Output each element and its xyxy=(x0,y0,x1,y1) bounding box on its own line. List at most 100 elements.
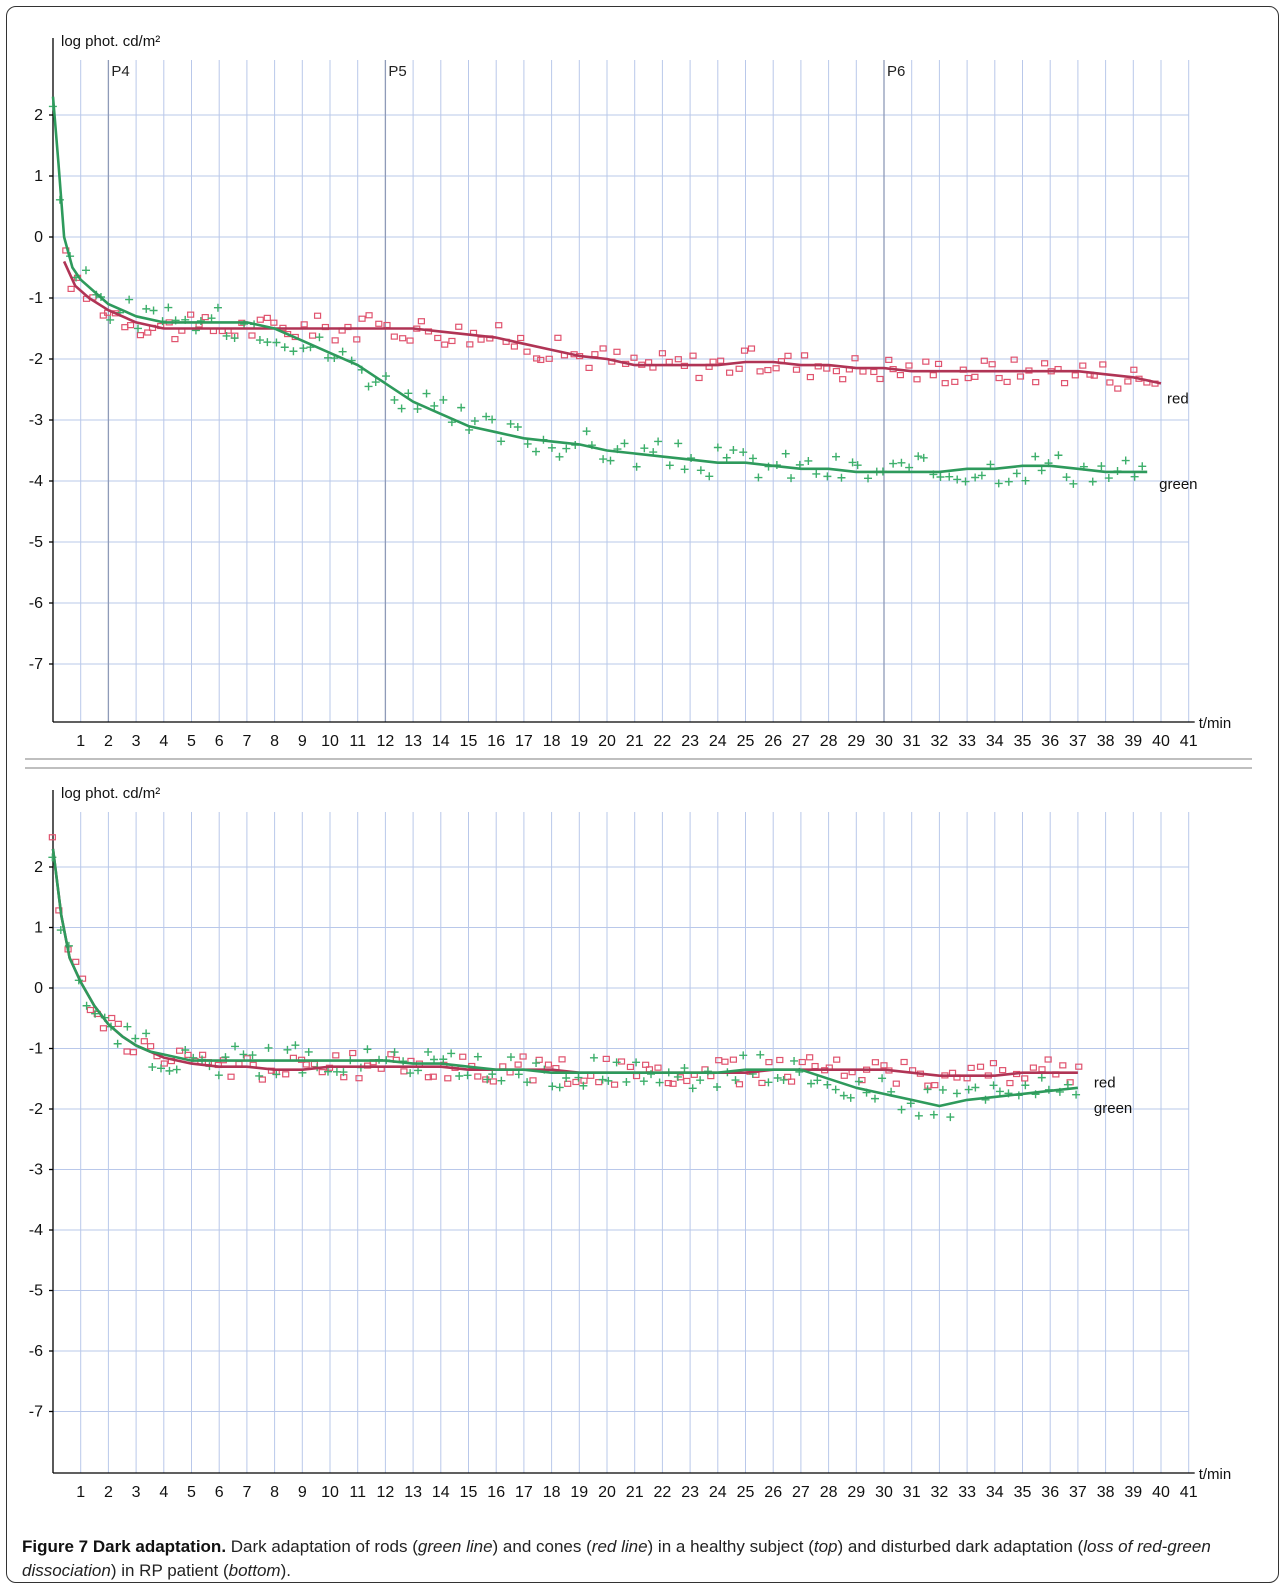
red-data-point xyxy=(735,365,743,372)
green-data-point xyxy=(562,444,571,453)
green-data-point xyxy=(739,1051,748,1060)
y-axis-label: log phot. cd/m² xyxy=(61,785,160,802)
red-data-point xyxy=(1003,378,1011,386)
x-tick-label: 25 xyxy=(737,733,755,750)
red-series-line xyxy=(62,260,1162,385)
green-data-point xyxy=(165,1066,174,1075)
x-tick-label: 18 xyxy=(543,733,561,750)
red-data-point xyxy=(798,1058,806,1066)
x-tick-label: 12 xyxy=(377,1484,395,1501)
x-tick-label: 20 xyxy=(598,1484,616,1501)
green-data-point xyxy=(1138,462,1147,471)
x-tick-label: 30 xyxy=(875,1484,893,1501)
green-data-point xyxy=(523,1078,532,1087)
red-data-point xyxy=(1044,1056,1052,1063)
y-tick-label: 1 xyxy=(34,920,43,937)
red-data-point xyxy=(988,361,996,368)
y-axis-label: log phot. cd/m² xyxy=(61,33,160,50)
red-data-point xyxy=(365,312,373,319)
red-data-point xyxy=(885,356,893,363)
y-tick-label: -2 xyxy=(29,1101,43,1118)
x-tick-label: 24 xyxy=(709,733,727,750)
green-data-point xyxy=(1063,1080,1072,1089)
x-tick-label: 17 xyxy=(515,733,533,750)
y-tick-label: -7 xyxy=(29,656,43,673)
red-data-point xyxy=(832,368,841,375)
red-data-point xyxy=(595,1079,603,1086)
green-data-point xyxy=(555,1083,564,1092)
green-data-point xyxy=(1004,477,1013,486)
x-tick-label: 13 xyxy=(404,733,422,750)
green-data-point xyxy=(390,1048,399,1057)
red-data-point xyxy=(756,368,764,375)
x-tick-label: 32 xyxy=(931,733,949,750)
green-data-point xyxy=(222,331,231,340)
green-data-point xyxy=(447,1049,456,1058)
green-data-point xyxy=(680,465,689,474)
green-data-point xyxy=(532,1059,541,1068)
red-data-point xyxy=(558,1056,566,1063)
red-data-point xyxy=(683,1077,691,1085)
x-tick-label: 21 xyxy=(626,1484,644,1501)
red-series-label: red xyxy=(1167,390,1189,407)
green-data-point xyxy=(289,347,298,356)
red-data-point xyxy=(1060,380,1069,387)
red-data-point xyxy=(201,314,209,321)
y-tick-label: 1 xyxy=(34,168,43,185)
green-data-point xyxy=(133,324,142,333)
green-data-point xyxy=(506,419,515,428)
green-data-point xyxy=(207,314,216,323)
green-series-label: green xyxy=(1094,1100,1132,1117)
red-data-point xyxy=(477,336,485,343)
x-tick-label: 28 xyxy=(820,733,838,750)
x-tick-label: 5 xyxy=(187,733,196,750)
green-series-label: green xyxy=(1159,476,1197,493)
green-data-point xyxy=(632,1058,641,1067)
green-data-point xyxy=(283,1045,292,1054)
red-data-point xyxy=(726,369,734,376)
x-tick-label: 39 xyxy=(1124,1484,1142,1501)
red-data-point xyxy=(1059,1062,1067,1069)
red-data-point xyxy=(1038,1066,1046,1073)
green-data-point xyxy=(1130,472,1139,481)
green-data-point xyxy=(424,1047,433,1056)
red-data-point xyxy=(752,1071,760,1078)
red-data-point xyxy=(282,1071,290,1078)
red-data-point xyxy=(441,341,449,348)
green-data-point xyxy=(665,461,674,470)
green-data-point xyxy=(606,456,615,465)
red-data-point xyxy=(331,337,339,344)
red-data-point xyxy=(806,1054,814,1061)
x-tick-label: 11 xyxy=(349,1484,366,1501)
x-tick-label: 35 xyxy=(1014,1484,1032,1501)
y-tick-label: -4 xyxy=(29,473,43,490)
green-data-point xyxy=(579,1081,588,1090)
x-tick-label: 10 xyxy=(321,733,339,750)
x-tick-label: 6 xyxy=(215,1484,224,1501)
red-data-point xyxy=(871,1059,879,1066)
x-tick-label: 17 xyxy=(515,1484,533,1501)
red-data-point xyxy=(554,334,562,341)
red-data-point xyxy=(964,374,972,382)
red-data-point xyxy=(951,378,959,385)
red-data-point xyxy=(715,1057,723,1064)
green-data-point xyxy=(363,1045,372,1054)
x-tick-label: 34 xyxy=(986,1484,1004,1501)
red-data-point xyxy=(654,1064,662,1071)
x-tick-label: 35 xyxy=(1014,733,1032,750)
red-data-point xyxy=(669,1080,677,1087)
green-data-point xyxy=(548,1082,557,1091)
green-data-point xyxy=(582,427,591,436)
red-data-point xyxy=(424,1074,433,1081)
green-data-point xyxy=(381,372,390,381)
red-data-point xyxy=(144,329,152,336)
x-tick-label: 38 xyxy=(1097,1484,1115,1501)
x-tick-label: 8 xyxy=(270,733,279,750)
green-data-point xyxy=(455,1071,464,1080)
green-data-point xyxy=(680,1064,689,1073)
red-data-point xyxy=(792,366,801,373)
green-data-point xyxy=(213,303,222,312)
red-data-point xyxy=(147,1043,155,1050)
x-tick-label: 1 xyxy=(76,1484,85,1501)
